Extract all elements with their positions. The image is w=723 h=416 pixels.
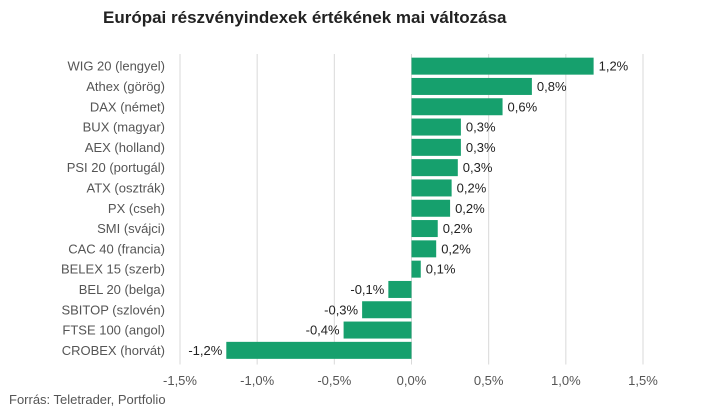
- bar: [411, 260, 421, 278]
- data-label: -0,4%: [306, 323, 340, 338]
- chart-title: Európai részvényindexek értékének mai vá…: [103, 8, 507, 27]
- data-label: 0,2%: [457, 180, 487, 195]
- category-label: SMI (svájci): [97, 221, 165, 236]
- x-tick-label: -0,5%: [317, 373, 351, 388]
- category-label: BUX (magyar): [83, 120, 165, 135]
- bar: [411, 98, 503, 116]
- data-label: 0,8%: [537, 79, 567, 94]
- data-label: 0,2%: [441, 241, 471, 256]
- bar: [411, 77, 532, 95]
- data-label: 0,2%: [443, 221, 473, 236]
- data-label: -0,3%: [324, 302, 358, 317]
- category-label: CAC 40 (francia): [68, 241, 165, 256]
- category-label: ATX (osztrák): [87, 180, 166, 195]
- data-label: -1,2%: [188, 343, 222, 358]
- category-label: BELEX 15 (szerb): [61, 262, 165, 277]
- category-label: PSI 20 (portugál): [67, 160, 165, 175]
- data-label: 0,6%: [508, 99, 538, 114]
- data-label: 0,3%: [463, 160, 493, 175]
- data-label: 1,2%: [599, 59, 629, 74]
- data-label: 0,3%: [466, 120, 496, 135]
- bar: [411, 57, 594, 75]
- bar: [411, 199, 451, 217]
- x-tick-label: 0,5%: [474, 373, 504, 388]
- category-label: Athex (görög): [86, 79, 165, 94]
- category-label: PX (cseh): [108, 201, 165, 216]
- bar: [411, 240, 437, 258]
- category-label: SBITOP (szlovén): [61, 302, 165, 317]
- category-label: BEL 20 (belga): [79, 282, 165, 297]
- x-tick-label: -1,5%: [163, 373, 197, 388]
- category-label: DAX (német): [90, 99, 165, 114]
- data-label: 0,2%: [455, 201, 485, 216]
- data-label: 0,3%: [466, 140, 496, 155]
- bar: [343, 321, 412, 339]
- bar: [411, 118, 461, 136]
- bar: [411, 220, 438, 238]
- x-tick-label: 1,5%: [628, 373, 658, 388]
- x-tick-label: -1,0%: [240, 373, 274, 388]
- bar: [411, 138, 461, 156]
- bar: [411, 179, 452, 197]
- category-label: WIG 20 (lengyel): [67, 59, 165, 74]
- category-label: FTSE 100 (angol): [62, 323, 165, 338]
- source-note: Forrás: Teletrader, Portfolio: [9, 392, 166, 407]
- bar: [226, 341, 412, 359]
- x-tick-label: 0,0%: [397, 373, 427, 388]
- x-tick-label: 1,0%: [551, 373, 581, 388]
- bar: [362, 301, 412, 319]
- data-label: -0,1%: [350, 282, 384, 297]
- bar: [388, 280, 412, 298]
- category-label: AEX (holland): [85, 140, 165, 155]
- data-label: 0,1%: [426, 262, 456, 277]
- bar: [411, 159, 458, 177]
- category-label: CROBEX (horvát): [62, 343, 165, 358]
